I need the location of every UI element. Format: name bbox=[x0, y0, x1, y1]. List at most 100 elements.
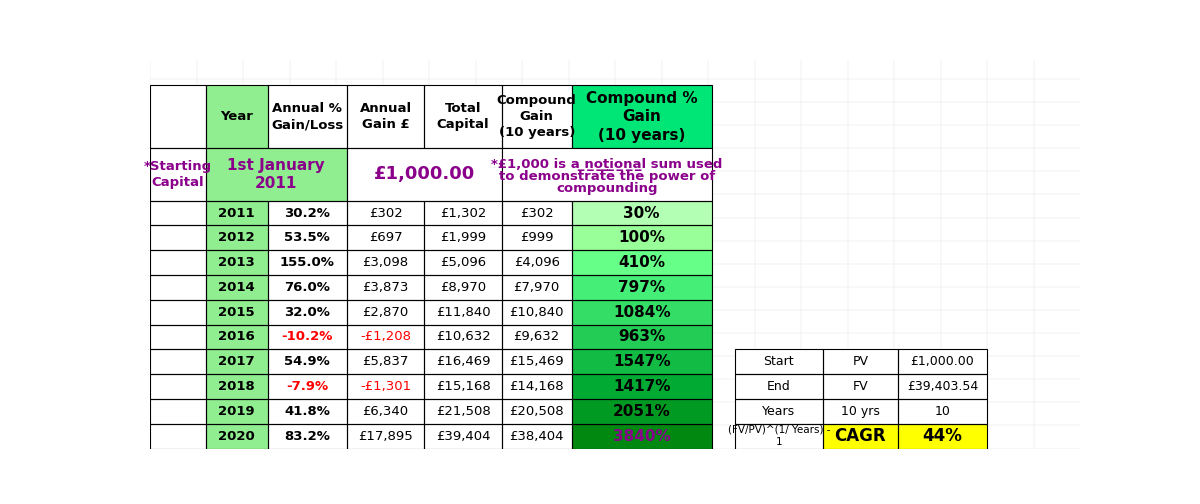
Text: 30%: 30% bbox=[624, 206, 660, 221]
Bar bbox=[502, 250, 571, 275]
Bar bbox=[206, 225, 268, 250]
Bar bbox=[571, 201, 712, 225]
Bar bbox=[268, 424, 347, 449]
Bar bbox=[150, 374, 206, 399]
Bar bbox=[571, 250, 712, 275]
Bar bbox=[347, 85, 425, 148]
Bar bbox=[425, 349, 502, 374]
Bar bbox=[823, 399, 898, 424]
Bar bbox=[150, 85, 206, 148]
Bar bbox=[502, 85, 571, 148]
Bar bbox=[425, 325, 502, 349]
Bar bbox=[206, 225, 268, 250]
Text: Start: Start bbox=[763, 355, 794, 368]
Bar bbox=[347, 325, 425, 349]
Bar bbox=[425, 201, 502, 225]
Bar bbox=[898, 399, 986, 424]
Bar bbox=[206, 148, 347, 201]
Text: 2016: 2016 bbox=[218, 331, 256, 344]
Bar bbox=[502, 424, 571, 449]
Bar bbox=[347, 225, 425, 250]
Bar bbox=[571, 300, 712, 325]
Bar bbox=[736, 349, 823, 374]
Text: £39,403.54: £39,403.54 bbox=[907, 380, 978, 393]
Text: 2018: 2018 bbox=[218, 380, 256, 393]
Text: 83.2%: 83.2% bbox=[284, 430, 330, 443]
Bar bbox=[206, 85, 268, 148]
Bar bbox=[502, 349, 571, 374]
Text: £10,632: £10,632 bbox=[436, 331, 491, 344]
Text: £38,404: £38,404 bbox=[510, 430, 564, 443]
Bar bbox=[571, 374, 712, 399]
Bar bbox=[206, 300, 268, 325]
Bar bbox=[502, 85, 571, 148]
Bar bbox=[502, 201, 571, 225]
Bar bbox=[268, 424, 347, 449]
Bar bbox=[571, 275, 712, 300]
Text: (FV/PV)^(1/ Years) -
1: (FV/PV)^(1/ Years) - 1 bbox=[727, 425, 830, 448]
Bar bbox=[206, 374, 268, 399]
Bar bbox=[571, 399, 712, 424]
Text: Compound
Gain
(10 years): Compound Gain (10 years) bbox=[497, 94, 577, 139]
Bar bbox=[268, 250, 347, 275]
Text: 2019: 2019 bbox=[218, 405, 256, 418]
Bar bbox=[571, 374, 712, 399]
Text: Year: Year bbox=[221, 110, 253, 123]
Bar bbox=[898, 349, 986, 374]
Bar bbox=[206, 275, 268, 300]
Text: £39,404: £39,404 bbox=[436, 430, 491, 443]
Bar bbox=[268, 201, 347, 225]
Text: 2015: 2015 bbox=[218, 306, 256, 319]
Bar bbox=[502, 374, 571, 399]
Bar bbox=[425, 374, 502, 399]
Bar bbox=[206, 300, 268, 325]
Bar bbox=[347, 399, 425, 424]
Bar bbox=[150, 85, 206, 148]
Bar bbox=[823, 374, 898, 399]
Bar bbox=[347, 424, 425, 449]
Bar bbox=[502, 349, 571, 374]
Text: £15,168: £15,168 bbox=[436, 380, 491, 393]
Text: £302: £302 bbox=[368, 207, 402, 220]
Bar bbox=[150, 325, 206, 349]
Bar bbox=[268, 349, 347, 374]
Text: £6,340: £6,340 bbox=[362, 405, 409, 418]
Bar bbox=[425, 201, 502, 225]
Bar bbox=[502, 250, 571, 275]
Bar bbox=[898, 374, 986, 399]
Bar bbox=[150, 201, 206, 225]
Bar bbox=[268, 250, 347, 275]
Text: 2011: 2011 bbox=[218, 207, 256, 220]
Text: End: End bbox=[767, 380, 791, 393]
Text: 100%: 100% bbox=[618, 230, 665, 245]
Bar bbox=[150, 148, 206, 201]
Bar bbox=[823, 349, 898, 374]
Bar bbox=[425, 225, 502, 250]
Bar bbox=[347, 225, 425, 250]
Text: 32.0%: 32.0% bbox=[284, 306, 330, 319]
Bar bbox=[206, 250, 268, 275]
Bar bbox=[823, 399, 898, 424]
Bar bbox=[150, 424, 206, 449]
Text: £697: £697 bbox=[368, 231, 402, 244]
Bar bbox=[150, 325, 206, 349]
Bar bbox=[347, 148, 502, 201]
Text: FV: FV bbox=[852, 380, 868, 393]
Text: 2017: 2017 bbox=[218, 355, 256, 368]
Text: £20,508: £20,508 bbox=[510, 405, 564, 418]
Bar bbox=[268, 300, 347, 325]
Text: 410%: 410% bbox=[618, 255, 665, 270]
Text: 1084%: 1084% bbox=[613, 305, 671, 320]
Bar bbox=[571, 325, 712, 349]
Bar bbox=[502, 225, 571, 250]
Bar bbox=[571, 399, 712, 424]
Bar bbox=[502, 275, 571, 300]
Bar bbox=[823, 374, 898, 399]
Bar bbox=[347, 201, 425, 225]
Text: *Starting
Capital: *Starting Capital bbox=[144, 160, 212, 189]
Bar bbox=[268, 225, 347, 250]
Bar bbox=[502, 374, 571, 399]
Text: Compound %
Gain
(10 years): Compound % Gain (10 years) bbox=[586, 91, 697, 143]
Text: -£1,301: -£1,301 bbox=[360, 380, 412, 393]
Bar bbox=[268, 275, 347, 300]
